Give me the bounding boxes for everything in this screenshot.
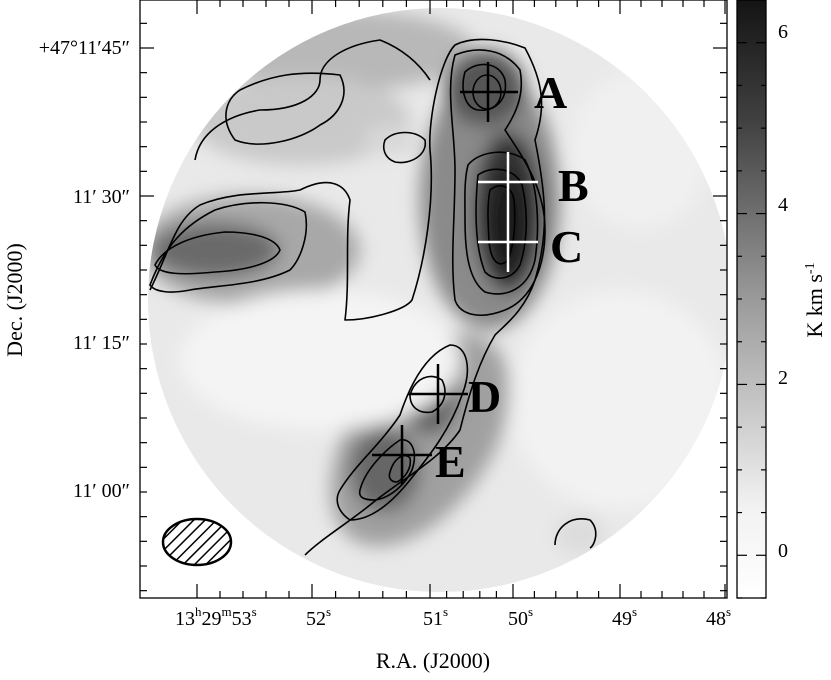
source-crosses: [372, 62, 538, 485]
source-labels: A B C D E: [435, 67, 589, 487]
source-cross-d: [408, 364, 468, 424]
source-cross-b: [478, 152, 538, 212]
x-tick-label-53: 13h29m53s: [175, 604, 257, 630]
source-label-e: E: [435, 436, 466, 487]
colorbar-tick-label-0: 0: [778, 540, 788, 562]
source-label-d: D: [468, 371, 501, 422]
colorbar-tick-label-2: 2: [778, 367, 788, 389]
source-cross-a: [460, 62, 518, 122]
x-tick-label-50: 50s: [508, 604, 533, 630]
x-tick-labels: 13h29m53s 52s 51s 50s 49s 48s: [175, 604, 731, 630]
axis-ticks: [140, 0, 727, 598]
plot-frame: [139, 0, 728, 599]
contour-lines: [149, 38, 597, 556]
x-axis-title: R.A. (J2000): [376, 648, 490, 673]
source-cross-e: [372, 425, 432, 485]
beam-ellipse: [161, 517, 233, 567]
y-tick-label-45: +47°11′45″: [39, 37, 130, 59]
colorbar-ticks: [737, 0, 766, 599]
y-tick-label-30: 11′ 30″: [73, 186, 130, 208]
source-label-c: C: [550, 221, 583, 272]
colorbar-tick-label-4: 4: [778, 194, 788, 216]
colorbar-title: K km s-1: [802, 262, 827, 337]
colorbar: 6 4 2 0 K km s-1: [736, 0, 827, 599]
x-tick-label-48: 48s: [706, 604, 731, 630]
y-tick-label-15: 11′ 15″: [73, 332, 130, 354]
source-cross-c: [478, 212, 538, 272]
y-tick-label-00: 11′ 00″: [73, 480, 130, 502]
x-tick-label-51: 51s: [423, 604, 448, 630]
emission-map: [148, 8, 727, 592]
colorbar-tick-label-6: 6: [778, 21, 788, 43]
source-label-a: A: [534, 67, 567, 118]
y-axis-title: Dec. (J2000): [2, 243, 27, 357]
source-label-b: B: [558, 160, 589, 211]
x-tick-label-52: 52s: [306, 604, 331, 630]
x-tick-label-49: 49s: [612, 604, 637, 630]
y-tick-labels: +47°11′45″ 11′ 30″ 11′ 15″ 11′ 00″: [39, 37, 130, 502]
